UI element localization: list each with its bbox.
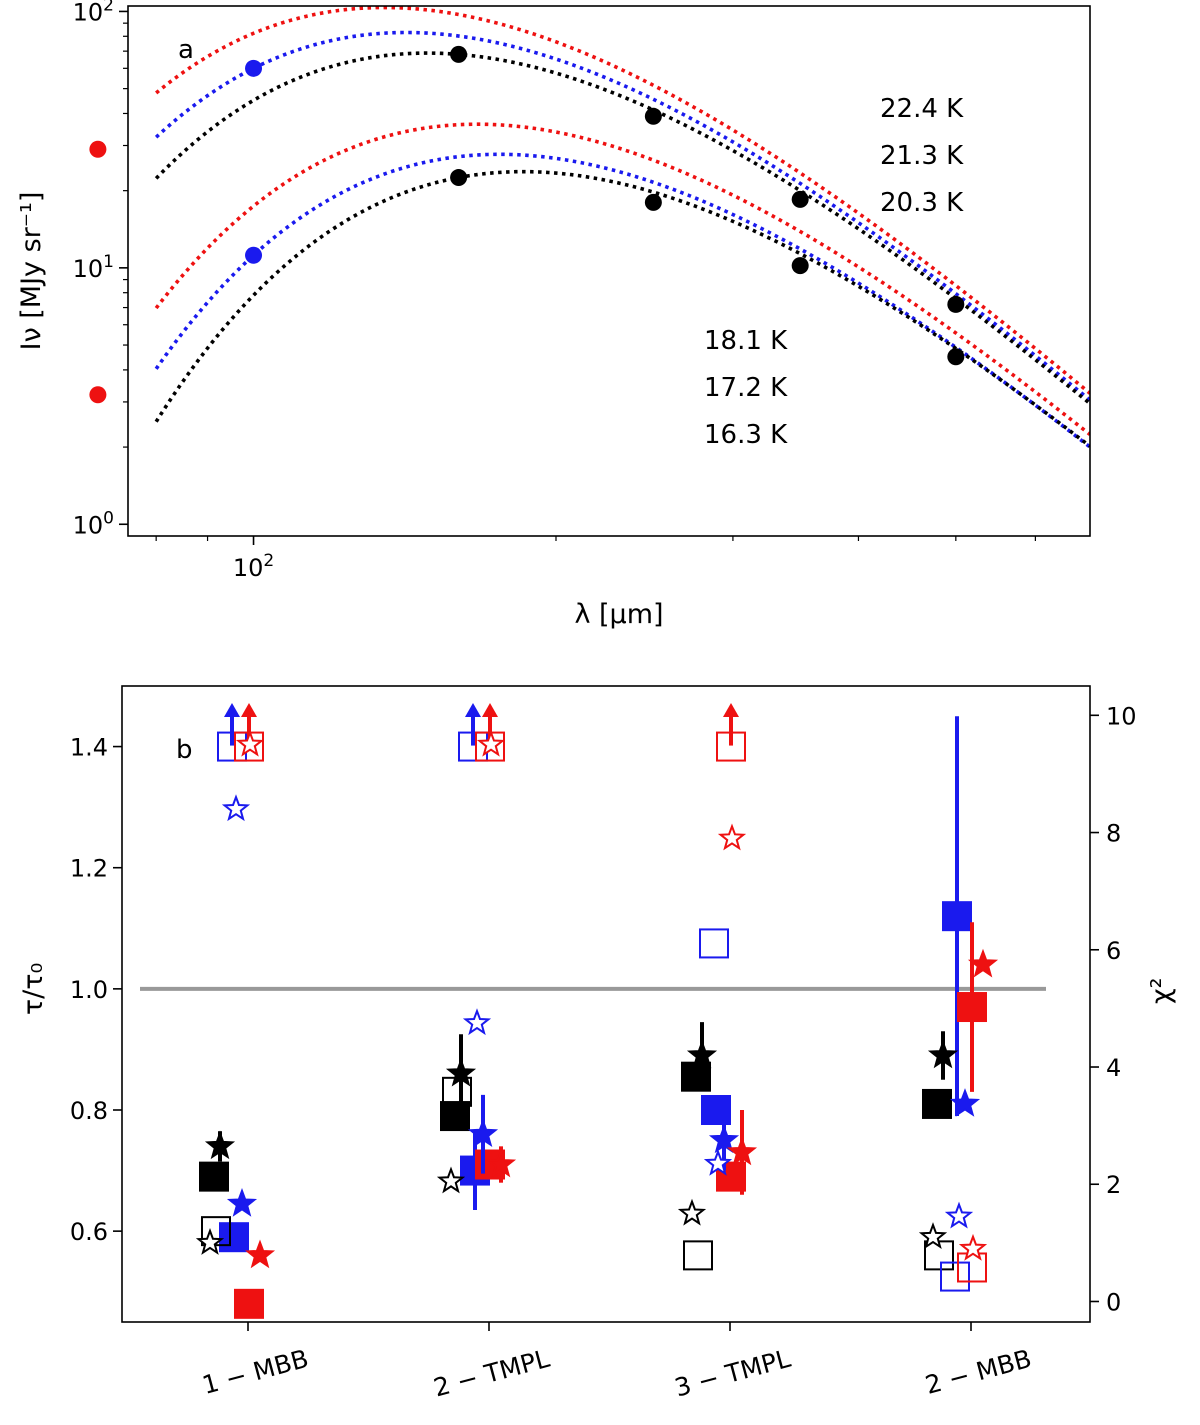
tau-square-black-0 <box>199 1161 229 1192</box>
tau-square-red-3 <box>957 992 987 1023</box>
lower-limit-arrow-blue-head <box>465 703 481 717</box>
sed-point-blue-100um <box>245 246 263 264</box>
sed-point-black-160um <box>450 169 468 187</box>
sed-curve-red-18.1K <box>154 122 1090 436</box>
sed-curve-red-22.4K <box>155 6 1090 395</box>
sed-point-black-350um <box>791 190 809 208</box>
tau-square-red-0 <box>234 1288 264 1319</box>
sed-point-red-70um <box>89 386 107 404</box>
sed-point-black-250um <box>644 193 662 211</box>
sed-curves <box>154 6 1090 449</box>
y2-axis-label-b: χ² <box>1146 978 1177 1004</box>
tau-square-black-3 <box>922 1088 952 1119</box>
temperature-label: 20.3 K <box>880 188 964 218</box>
tau-star-blue-0 <box>226 1188 258 1217</box>
lower-limit-arrow-red-head <box>482 703 498 717</box>
sed-point-black-350um <box>791 257 809 275</box>
y-tick-label-b: 1.0 <box>70 976 108 1004</box>
y-tick-label-b: 0.8 <box>70 1097 108 1125</box>
y-axis-label-b: τ/τ₀ <box>18 963 49 1015</box>
temperature-label: 17.2 K <box>704 373 788 403</box>
sed-point-black-500um <box>947 295 965 313</box>
sed-curve-black-16.3K <box>154 169 1090 448</box>
tau-star-black-1 <box>445 1057 477 1087</box>
y-tick-label: 100 <box>73 508 114 539</box>
tau-star-blue-2 <box>708 1124 740 1154</box>
tau-star-blue-1 <box>467 1118 499 1148</box>
y2-tick-label-b: 6 <box>1106 937 1121 965</box>
y2-tick-label-b: 4 <box>1106 1054 1121 1082</box>
sed-point-black-160um <box>450 45 468 63</box>
y-tick-label-b: 1.2 <box>70 855 108 883</box>
category-label: 2 − MBB <box>922 1344 1034 1400</box>
tau-star-black-3 <box>927 1039 959 1069</box>
y2-tick-label-b: 2 <box>1106 1171 1121 1199</box>
sed-point-red-70um <box>89 140 107 158</box>
tau-open-square-blue-3 <box>940 1261 970 1292</box>
tau-star-red-3 <box>967 948 999 978</box>
chi2-star-red-1 <box>476 729 506 757</box>
chi2-star-blue-3 <box>944 1201 974 1229</box>
x-tick-label: 102 <box>233 551 274 582</box>
chi2-star-red-0 <box>235 729 265 757</box>
tau-square-blue-3 <box>942 901 972 932</box>
chi2-star-black-2 <box>677 1198 707 1226</box>
panel-b-optical-depth-plot: 0.6 0.8 1.0 1.2 1.4 0 2 4 6 8 10 1 − MBB 2 − TMPL 3 −… <box>18 685 1177 1403</box>
tau-open-square-red-2 <box>716 731 746 762</box>
y2-tick-label-b: 0 <box>1106 1288 1121 1316</box>
temperature-label: 18.1 K <box>704 326 788 356</box>
tau-star-red-2 <box>726 1136 758 1166</box>
lower-limit-arrow-blue-head <box>224 703 240 717</box>
sed-curve-black-20.3K <box>154 51 1090 405</box>
category-label: 2 − TMPL <box>430 1344 552 1403</box>
axes-frame-a <box>127 5 1091 537</box>
panel-label-a: a <box>178 35 194 65</box>
plot-area-b <box>140 703 1046 1319</box>
chi2-star-black-1 <box>436 1166 466 1194</box>
sed-point-black-500um <box>947 348 965 366</box>
y2-tick-label-b: 8 <box>1106 820 1121 848</box>
category-label: 3 − TMPL <box>671 1344 793 1403</box>
tau-open-square-black-2 <box>683 1240 713 1271</box>
y2-tick-label-b: 10 <box>1106 702 1137 730</box>
lower-limit-arrow-red-head <box>241 703 257 717</box>
y-tick-label: 101 <box>73 252 114 283</box>
chi2-star-black-3 <box>918 1222 948 1250</box>
axes-frame-b <box>121 685 1091 1323</box>
tau-star-black-0 <box>204 1130 236 1160</box>
tau-open-square-red-3 <box>957 1252 987 1283</box>
panel-label-b: b <box>176 735 193 765</box>
chi2-star-blue-2 <box>703 1148 733 1176</box>
chi2-star-blue-0 <box>221 794 251 822</box>
sed-point-black-250um <box>644 107 662 125</box>
tau-star-black-2 <box>686 1039 718 1069</box>
tau-star-red-0 <box>244 1239 276 1269</box>
temperature-label: 21.3 K <box>880 141 964 171</box>
sed-point-blue-100um <box>245 59 263 77</box>
chi2-star-red-2 <box>717 823 747 851</box>
chi2-star-blue-1 <box>462 1008 492 1036</box>
tau-square-black-2 <box>681 1061 711 1092</box>
temperature-label: 16.3 K <box>704 420 788 450</box>
tau-square-blue-2 <box>701 1095 731 1125</box>
temperature-label: 22.4 K <box>880 94 964 124</box>
lower-limit-arrow-red-head <box>723 703 739 717</box>
x-axis-label-a: λ [µm] <box>574 599 663 630</box>
tau-square-blue-0 <box>219 1222 249 1253</box>
tau-star-red-1 <box>485 1148 517 1178</box>
tau-open-square-blue-2 <box>699 928 729 959</box>
y-axis-label-a: Iν [MJy sr⁻¹] <box>16 192 47 351</box>
panel-a-sed-plot: 100 101 102 102 λ [µm] Iν [MJy sr⁻¹] a 22.4 K 21… <box>16 0 1091 630</box>
chi2-star-red-3 <box>958 1233 988 1261</box>
category-label: 1 − MBB <box>199 1344 311 1400</box>
y-tick-label-b: 0.6 <box>70 1218 108 1246</box>
y-tick-label-b: 1.4 <box>70 734 108 762</box>
y-tick-label: 102 <box>73 0 114 26</box>
chi2-star-black-0 <box>195 1228 225 1255</box>
tau-star-blue-3 <box>949 1088 981 1117</box>
